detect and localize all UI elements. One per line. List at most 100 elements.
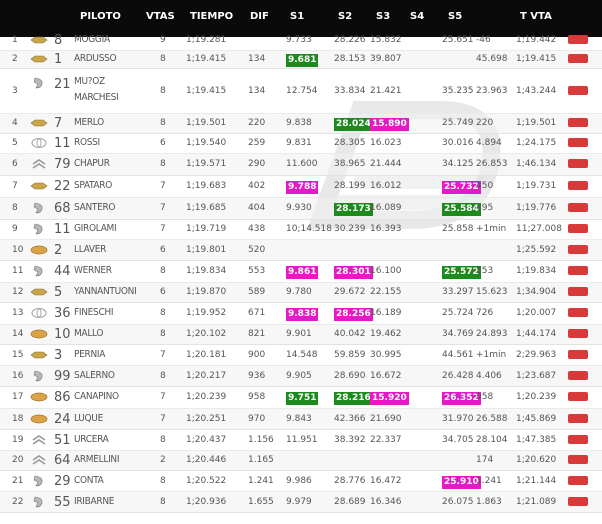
table-row: 13 36 FINESCHI 8 1;19.952 671 9.838 28.256 16.18…: [0, 302, 602, 325]
laps-cell: 7: [160, 181, 166, 191]
driver-name: SANTERO: [74, 202, 116, 213]
row-action-button[interactable]: [568, 497, 588, 506]
driver-name: LLAVER: [74, 244, 107, 255]
gap-cell: 520: [248, 245, 266, 255]
position-cell: 17: [12, 392, 24, 402]
sector2-cell: 28.024: [334, 118, 373, 131]
row-action-button[interactable]: [568, 266, 588, 275]
table-row: 4 7 MERLO 8 1;19.501 220 9.838 28.024 15.890 25.7…: [0, 113, 602, 134]
position-cell: 1: [12, 35, 18, 45]
sector2-cell: 28.689: [334, 497, 366, 507]
lap-time-cell: 1;43.244: [516, 86, 557, 96]
time-cell: 1;19.683: [186, 181, 227, 191]
table-row: 17 86 CANAPINO 7 1;20.239 958 9.751 28.216 15.92…: [0, 386, 602, 409]
row-action-button[interactable]: [568, 35, 588, 44]
sector5-cell: 26.075: [442, 497, 474, 507]
row-action-button[interactable]: [568, 287, 588, 296]
time-cell: 1;19.415: [186, 54, 227, 64]
driver-name: IRIBARNE: [74, 496, 115, 507]
sector5-extra-cell: 726: [476, 308, 494, 318]
sector1-cell: 9.751: [286, 392, 319, 405]
sector2-cell: 28.256: [334, 308, 373, 321]
lap-time-cell: 1;19.834: [516, 266, 557, 276]
sector5-cell: 25.724: [442, 308, 474, 318]
table-row: 6 79 CHAPUR 8 1;19.571 290 11.600 38.965 21.444 3…: [0, 153, 602, 176]
gap-cell: 1.241: [248, 476, 274, 486]
lap-time-cell: 1;25.592: [516, 245, 557, 255]
table-row: 22 55 IRIBARNE 8 1;20.936 1.655 9.979 28.689 16.…: [0, 491, 602, 513]
car-number: 36: [54, 306, 71, 321]
car-number: 64: [54, 453, 71, 468]
row-action-button[interactable]: [568, 54, 588, 63]
row-action-button[interactable]: [568, 308, 588, 317]
driver-name: URCERA: [74, 434, 109, 445]
sector5-cell: 25.732: [442, 181, 481, 194]
row-action-button[interactable]: [568, 224, 588, 233]
sector2-cell: 28.305: [334, 138, 366, 148]
table-header: PILOTO VTAS TIEMPO DIF S1 S2 S3 S4 S5 T …: [0, 0, 602, 37]
driver-name: SALERNO: [74, 370, 115, 381]
row-action-button[interactable]: [568, 159, 588, 168]
row-action-button[interactable]: [568, 86, 588, 95]
row-action-button[interactable]: [568, 118, 588, 127]
table-row: 21 29 CONTA 8 1;20.522 1.241 9.986 28.776 16.472…: [0, 470, 602, 492]
laps-cell: 7: [160, 224, 166, 234]
row-action-button[interactable]: [568, 181, 588, 190]
car-number: 79: [54, 157, 71, 172]
car-number: 11: [54, 136, 71, 151]
row-action-button[interactable]: [568, 371, 588, 380]
car-number: 51: [54, 433, 71, 448]
sector3-cell: 16.189: [370, 308, 402, 318]
table-row: 9 11 GIROLAMI 7 1;19.719 438 10;14.518 30.239 16…: [0, 219, 602, 240]
ford-logo-icon: [30, 414, 48, 424]
row-action-button[interactable]: [568, 435, 588, 444]
laps-cell: 8: [160, 308, 166, 318]
row-action-button[interactable]: [568, 392, 588, 401]
row-action-button[interactable]: [568, 476, 588, 485]
lap-time-cell: 1;19.731: [516, 181, 557, 191]
car-number: 68: [54, 201, 71, 216]
car-number: 10: [54, 327, 71, 342]
header-piloto: PILOTO: [80, 11, 121, 22]
ford-logo-icon: [30, 245, 48, 255]
sector3-cell: 16.472: [370, 476, 402, 486]
driver-name: MU?OZ: [74, 76, 105, 87]
position-cell: 6: [12, 159, 18, 169]
sector5-extra-cell: -46: [476, 35, 491, 45]
sector5-extra-cell: +1min: [476, 350, 507, 360]
position-cell: 21: [12, 476, 24, 486]
gap-cell: 589: [248, 287, 266, 297]
row-action-button[interactable]: [568, 329, 588, 338]
peugeot-logo-icon: [33, 370, 43, 382]
lap-time-cell: 1;47.385: [516, 435, 557, 445]
row-action-button[interactable]: [568, 350, 588, 359]
car-number: 2: [54, 243, 63, 258]
driver-name: CHAPUR: [74, 158, 110, 169]
row-action-button[interactable]: [568, 414, 588, 423]
sector2-cell: 28.226: [334, 35, 366, 45]
sector5-cell: 35.235: [442, 86, 474, 96]
row-action-button[interactable]: [568, 138, 588, 147]
laps-cell: 8: [160, 266, 166, 276]
time-cell: 1;20.522: [186, 476, 227, 486]
car-number: 3: [54, 348, 63, 363]
driver-name: ARDUSSO: [74, 53, 117, 64]
sector2-cell: 29.672: [334, 287, 366, 297]
laps-cell: 9: [160, 35, 166, 45]
sector3-cell: 22.337: [370, 435, 402, 445]
header-vtas: VTAS: [146, 11, 175, 22]
gap-cell: 134: [248, 54, 266, 64]
citroen-logo-icon: [32, 455, 46, 465]
gap-cell: 402: [248, 181, 266, 191]
row-action-button[interactable]: [568, 203, 588, 212]
car-number: 7: [54, 116, 63, 131]
table-row: 11 44 WERNER 8 1;19.834 553 9.861 28.301 16.100 2…: [0, 260, 602, 283]
sector5-extra-cell: 553: [476, 266, 494, 276]
driver-name: FINESCHI: [74, 307, 114, 318]
sector2-cell: 38.392: [334, 435, 366, 445]
gap-cell: 404: [248, 203, 266, 213]
sector3-cell: 15.920: [370, 392, 409, 405]
row-action-button[interactable]: [568, 245, 588, 254]
row-action-button[interactable]: [568, 455, 588, 464]
driver-name: LUQUE: [74, 413, 103, 424]
